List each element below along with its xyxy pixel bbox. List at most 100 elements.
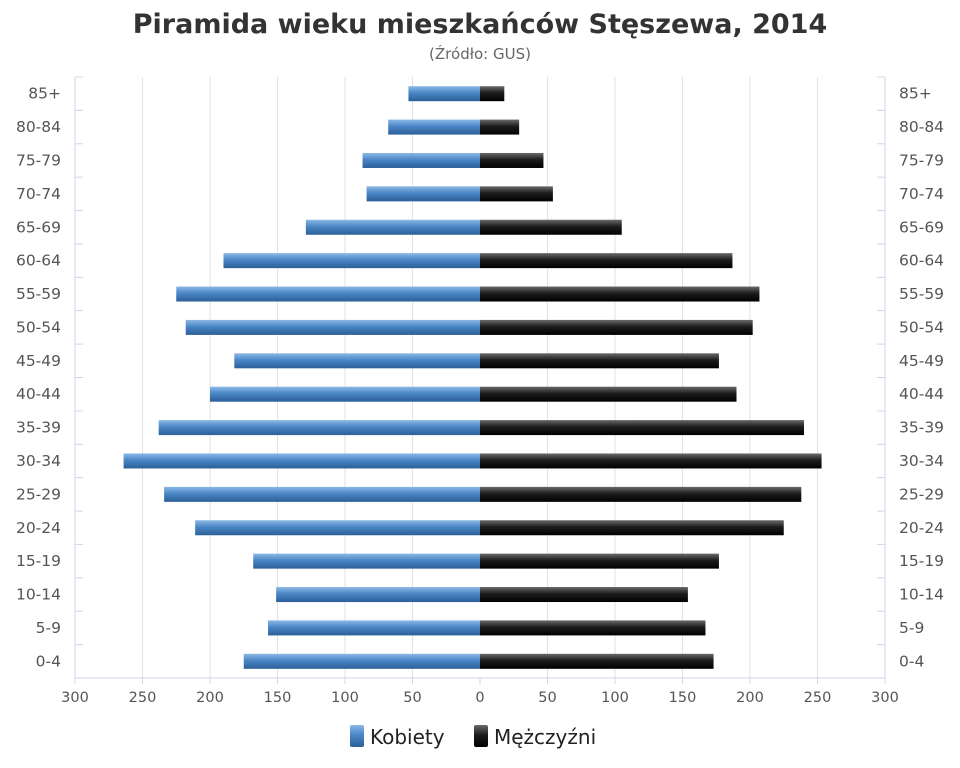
x-tick-label: 0 — [475, 690, 484, 706]
y-label-right: 80-84 — [899, 118, 944, 136]
y-label-left: 0-4 — [36, 652, 61, 670]
x-tick-label: 250 — [804, 690, 832, 706]
bar-mezczyzni-30-34[interactable] — [480, 453, 822, 469]
y-label-right: 45-49 — [899, 352, 944, 370]
x-tick-label: 50 — [403, 690, 421, 706]
legend-label-mezczyzni: Mężczyźni — [494, 725, 596, 749]
x-tick-label: 200 — [196, 690, 224, 706]
bar-mezczyzni-15-19[interactable] — [480, 553, 719, 569]
y-label-right: 10-14 — [899, 586, 944, 604]
legend-label-kobiety: Kobiety — [370, 725, 445, 749]
bar-kobiety-10-14[interactable] — [276, 587, 480, 603]
legend-swatch-kobiety — [350, 725, 364, 747]
y-label-right: 20-24 — [899, 519, 944, 537]
y-label-right: 60-64 — [899, 252, 944, 270]
bar-kobiety-40-44[interactable] — [210, 386, 480, 402]
legend-item-kobiety[interactable]: Kobiety — [350, 725, 445, 749]
bar-kobiety-50-54[interactable] — [185, 319, 480, 335]
x-tick-label: 150 — [669, 690, 697, 706]
y-label-right: 65-69 — [899, 218, 944, 236]
axes — [74, 76, 886, 684]
y-label-right: 0-4 — [899, 652, 924, 670]
y-label-left: 75-79 — [16, 151, 61, 169]
y-label-right: 40-44 — [899, 385, 944, 403]
bar-mezczyzni-35-39[interactable] — [480, 420, 804, 436]
bar-kobiety-25-29[interactable] — [164, 486, 480, 502]
y-label-left: 20-24 — [16, 519, 61, 537]
y-label-right: 30-34 — [899, 452, 944, 470]
gridlines — [142, 77, 818, 678]
bar-mezczyzni-85+[interactable] — [480, 86, 505, 102]
bar-mezczyzni-45-49[interactable] — [480, 353, 719, 369]
y-label-left: 10-14 — [16, 586, 61, 604]
legend-item-mezczyzni[interactable]: Mężczyźni — [474, 725, 596, 749]
bar-kobiety-70-74[interactable] — [366, 186, 480, 202]
y-label-right: 55-59 — [899, 285, 944, 303]
y-label-right: 75-79 — [899, 151, 944, 169]
bar-mezczyzni-10-14[interactable] — [480, 587, 688, 603]
bar-kobiety-0-4[interactable] — [243, 653, 480, 669]
x-tick-label: 100 — [601, 690, 629, 706]
bars — [123, 86, 822, 669]
legend-swatch-mezczyzni — [474, 725, 488, 747]
bar-kobiety-60-64[interactable] — [223, 253, 481, 269]
y-label-right: 15-19 — [899, 552, 944, 570]
bar-mezczyzni-80-84[interactable] — [480, 119, 520, 135]
y-axis-labels: 85+ 85+ 80-84 80-84 75-79 75-79 70-74 70-74 65-6… — [16, 85, 944, 671]
y-label-left: 30-34 — [16, 452, 61, 470]
chart-subtitle: (Źródło: GUS) — [429, 44, 531, 63]
bar-kobiety-30-34[interactable] — [123, 453, 480, 469]
x-tick-label: 300 — [61, 690, 89, 706]
bar-kobiety-75-79[interactable] — [362, 152, 480, 168]
y-label-right: 85+ — [899, 85, 932, 103]
x-tick-label: 50 — [538, 690, 556, 706]
legend[interactable]: Kobiety Mężczyźni — [350, 725, 596, 749]
x-tick-label: 300 — [871, 690, 899, 706]
y-label-right: 50-54 — [899, 318, 944, 336]
y-label-left: 50-54 — [16, 318, 61, 336]
y-label-right: 70-74 — [899, 185, 944, 203]
bar-kobiety-45-49[interactable] — [234, 353, 480, 369]
x-tick-label: 250 — [129, 690, 157, 706]
bar-mezczyzni-70-74[interactable] — [480, 186, 553, 202]
y-label-left: 40-44 — [16, 385, 61, 403]
y-label-left: 85+ — [28, 85, 61, 103]
bar-mezczyzni-60-64[interactable] — [480, 253, 733, 269]
y-label-left: 15-19 — [16, 552, 61, 570]
chart-title: Piramida wieku mieszkańców Stęszewa, 201… — [133, 9, 828, 40]
y-label-left: 35-39 — [16, 419, 61, 437]
x-tick-label: 150 — [264, 690, 292, 706]
y-label-left: 70-74 — [16, 185, 61, 203]
bar-mezczyzni-65-69[interactable] — [480, 219, 622, 235]
bar-mezczyzni-0-4[interactable] — [480, 653, 714, 669]
bar-mezczyzni-40-44[interactable] — [480, 386, 737, 402]
bar-kobiety-5-9[interactable] — [268, 620, 480, 636]
x-tick-label: 100 — [331, 690, 359, 706]
bar-kobiety-55-59[interactable] — [176, 286, 480, 302]
bar-kobiety-65-69[interactable] — [305, 219, 480, 235]
y-label-right: 5-9 — [899, 619, 924, 637]
y-label-right: 35-39 — [899, 419, 944, 437]
y-label-left: 60-64 — [16, 252, 61, 270]
bar-kobiety-35-39[interactable] — [158, 420, 480, 436]
y-label-left: 25-29 — [16, 485, 61, 503]
y-label-left: 5-9 — [36, 619, 61, 637]
bar-kobiety-85+[interactable] — [408, 86, 480, 102]
y-label-left: 55-59 — [16, 285, 61, 303]
bar-mezczyzni-75-79[interactable] — [480, 152, 544, 168]
bar-mezczyzni-55-59[interactable] — [480, 286, 760, 302]
y-label-left: 80-84 — [16, 118, 61, 136]
bar-kobiety-15-19[interactable] — [253, 553, 480, 569]
bar-mezczyzni-20-24[interactable] — [480, 520, 784, 536]
bar-mezczyzni-25-29[interactable] — [480, 486, 802, 502]
y-label-left: 45-49 — [16, 352, 61, 370]
y-label-right: 25-29 — [899, 485, 944, 503]
bar-kobiety-20-24[interactable] — [195, 520, 480, 536]
bar-kobiety-80-84[interactable] — [388, 119, 480, 135]
x-tick-label: 200 — [736, 690, 764, 706]
x-axis-labels: 300 250 200 150 100 50 0 50 100 150 200 250 300 — [61, 690, 899, 706]
bar-mezczyzni-5-9[interactable] — [480, 620, 706, 636]
bar-mezczyzni-50-54[interactable] — [480, 319, 753, 335]
